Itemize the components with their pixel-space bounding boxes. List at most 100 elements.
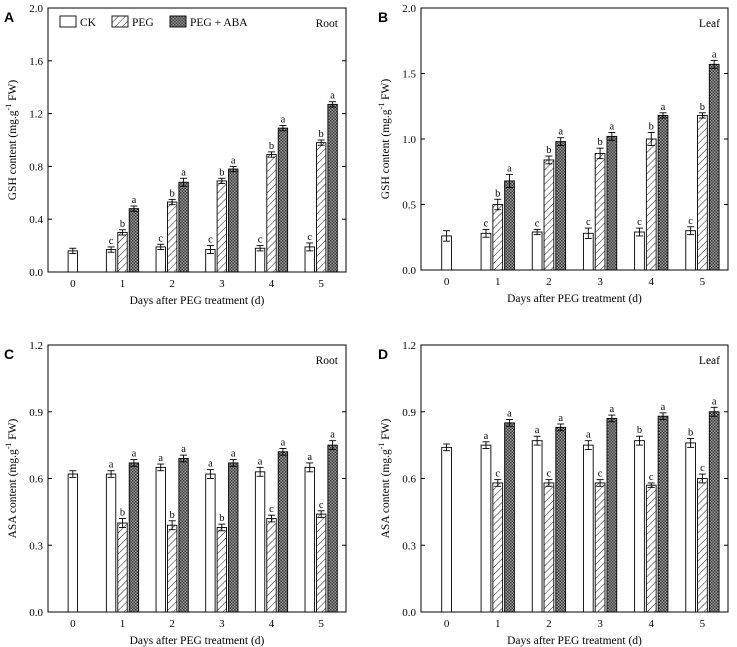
legend: CK PEG PEG + ABA [59, 15, 248, 29]
y-tick-label: 0.8 [29, 161, 43, 173]
significance-letter: a [208, 459, 213, 470]
bar-peg-day4 [645, 484, 657, 613]
bar-peg-aba-day5 [327, 444, 338, 613]
plot-frame [420, 7, 729, 271]
x-tick-label: 5 [700, 276, 706, 288]
significance-letter: a [231, 449, 236, 460]
chart-panel-a: A 0.0 0.4 0.8 1.2 1.6 2.0 0 1 2 3 4 5 Days after PEG … [4, 3, 347, 307]
bar-peg-day2 [167, 201, 178, 273]
y-axis-label: ASA content (mg.g-1 FW) [4, 418, 19, 538]
bar-ck-day2 [531, 440, 543, 613]
significance-letter: c [649, 472, 654, 483]
bar-ck-day2 [155, 466, 166, 613]
bar-ck-day3 [582, 444, 594, 613]
significance-letter: b [546, 145, 551, 156]
bar-ck-day5 [685, 230, 696, 271]
y-tick-label: 0.6 [402, 474, 416, 486]
x-axis-label: Days after PEG treatment (d) [130, 635, 265, 647]
significance-letter: c [637, 217, 642, 228]
bar-peg-aba-day1 [504, 180, 515, 271]
y-tick-label: 1.2 [29, 109, 43, 121]
x-tick-label: 2 [546, 276, 552, 288]
bar-ck-day1 [480, 444, 492, 613]
significance-letter: a [610, 121, 615, 132]
significance-letter: b [597, 137, 602, 148]
significance-letter: a [712, 396, 717, 407]
bar-peg-aba-day2 [178, 458, 189, 613]
x-tick-label: 0 [444, 618, 450, 630]
bar-peg-aba-day3 [606, 417, 618, 613]
significance-letter: a [661, 402, 666, 413]
significance-letter: b [269, 141, 274, 152]
bar-peg-aba-day3 [228, 462, 239, 613]
x-tick-label: 3 [219, 278, 225, 290]
bar-peg-day2 [167, 524, 178, 613]
bar-peg-day3 [216, 527, 227, 613]
plot-frame [47, 344, 347, 613]
significance-letter: a [281, 114, 286, 125]
bar-peg-day5 [697, 478, 708, 613]
significance-letter: b [495, 188, 500, 199]
tissue-label: Leaf [699, 18, 720, 30]
panel-letter: D [378, 346, 388, 362]
legend-swatch-1 [111, 15, 129, 28]
y-tick-label: 0.9 [402, 407, 416, 419]
y-tick-label: 0.0 [29, 267, 43, 279]
bar-ck-day5 [304, 466, 315, 613]
significance-letter: c [109, 236, 114, 247]
bar-peg-day1 [492, 482, 504, 613]
bar-peg-aba-day4 [277, 451, 289, 613]
bar-peg-aba-day5 [708, 63, 720, 271]
bar-ck-day0 [67, 250, 78, 273]
y-tick-label: 0.0 [402, 607, 416, 619]
x-tick-label: 3 [597, 276, 603, 288]
y-tick-label: 0.0 [402, 265, 416, 277]
significance-letter: c [700, 463, 705, 474]
significance-letter: b [120, 508, 125, 519]
significance-letter: b [219, 167, 224, 178]
significance-letter: c [319, 500, 324, 511]
bar-peg-aba-day2 [555, 426, 567, 613]
bar-peg-aba-day3 [228, 168, 239, 273]
y-tick-label: 1.2 [402, 340, 416, 352]
bar-peg-day3 [594, 482, 606, 613]
bar-peg-day3 [594, 152, 606, 271]
bar-peg-aba-day4 [277, 127, 289, 273]
y-tick-label: 0.0 [29, 607, 43, 619]
bar-peg-aba-day1 [504, 422, 515, 613]
chart-panel-d: D 0.0 0.3 0.6 0.9 1.2 0 1 2 3 4 5 Days after PEG tre… [377, 340, 729, 647]
significance-letter: c [586, 217, 591, 228]
chart-panel-c: C 0.0 0.3 0.6 0.9 1.2 0 1 2 3 4 5 Days after PEG tre… [4, 340, 347, 647]
significance-letter: c [688, 216, 693, 227]
significance-letter: a [158, 453, 163, 464]
significance-letter: a [586, 430, 591, 441]
significance-letter: b [637, 425, 642, 436]
bar-ck-day1 [105, 249, 117, 273]
bar-peg-aba-day2 [178, 181, 189, 273]
x-tick-label: 1 [495, 618, 501, 630]
bar-peg-aba-day3 [606, 135, 618, 271]
x-tick-label: 1 [120, 278, 126, 290]
y-tick-label: 0.5 [402, 200, 416, 212]
legend-label-0: CK [80, 17, 97, 29]
y-tick-label: 0.9 [29, 407, 43, 419]
y-tick-label: 0.4 [29, 214, 43, 226]
significance-letter: a [507, 163, 512, 174]
significance-letter: a [558, 127, 563, 138]
bar-peg-day4 [266, 518, 277, 613]
significance-letter: c [484, 218, 489, 229]
bar-peg-aba-day4 [657, 415, 669, 613]
significance-letter: c [158, 233, 163, 244]
bar-ck-day3 [205, 473, 216, 613]
x-tick-label: 4 [269, 278, 275, 290]
bar-peg-day4 [266, 154, 277, 273]
x-tick-label: 0 [444, 276, 450, 288]
significance-letter: c [535, 218, 540, 229]
x-tick-label: 4 [649, 618, 655, 630]
significance-letter: b [170, 188, 175, 199]
significance-letter: a [507, 409, 512, 420]
significance-letter: b [120, 219, 125, 230]
bar-ck-day1 [480, 232, 492, 271]
x-tick-label: 3 [597, 618, 603, 630]
